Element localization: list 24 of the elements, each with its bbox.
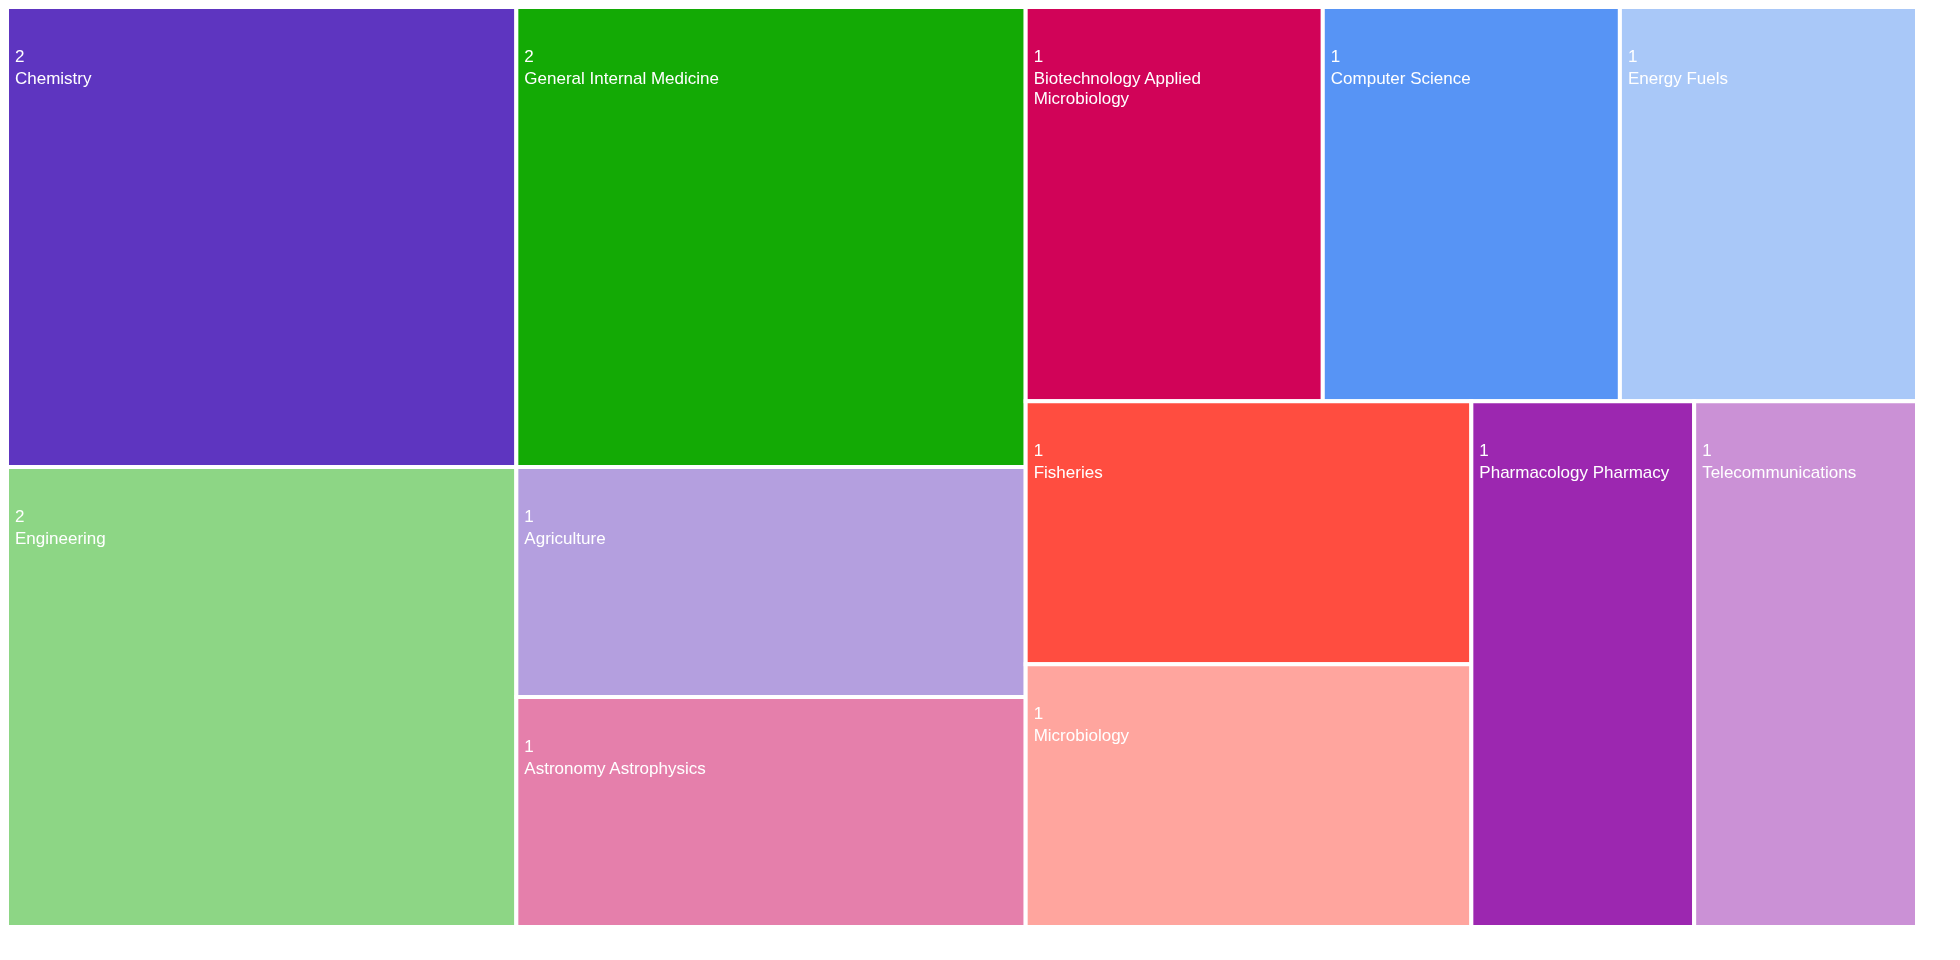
category-label: Agriculture (524, 529, 606, 548)
data-label: 1 (524, 737, 534, 756)
data-label: 2 (15, 507, 25, 526)
category-label: Energy Fuels (1627, 69, 1729, 88)
category-label: Computer Science (1330, 69, 1471, 88)
data-label: 1 (1033, 47, 1044, 66)
data-label: 2 (15, 47, 25, 66)
category-label: Fisheries (1033, 463, 1103, 483)
data-label: 2 (524, 47, 534, 66)
category-label: General Internal Medicine (524, 69, 720, 88)
category-label: Microbiology (1033, 726, 1130, 746)
data-label: 1 (1033, 441, 1044, 461)
data-label: 1 (1330, 47, 1341, 66)
category-label: Chemistry (15, 69, 93, 88)
data-label: 1 (524, 507, 534, 526)
data-label: 1 (1033, 704, 1044, 724)
data-label: 1 (1627, 47, 1638, 66)
category-label: Biotechnology Applied Microbiology (1033, 69, 1201, 108)
category-label: Astronomy Astrophysics (524, 759, 706, 778)
category-label: Engineering (15, 529, 106, 548)
data-label: 1 (1479, 441, 1489, 461)
data-label: 1 (1702, 441, 1712, 461)
category-label: Telecommunications (1702, 463, 1857, 483)
category-label: Pharmacology Pharmacy (1479, 463, 1670, 483)
